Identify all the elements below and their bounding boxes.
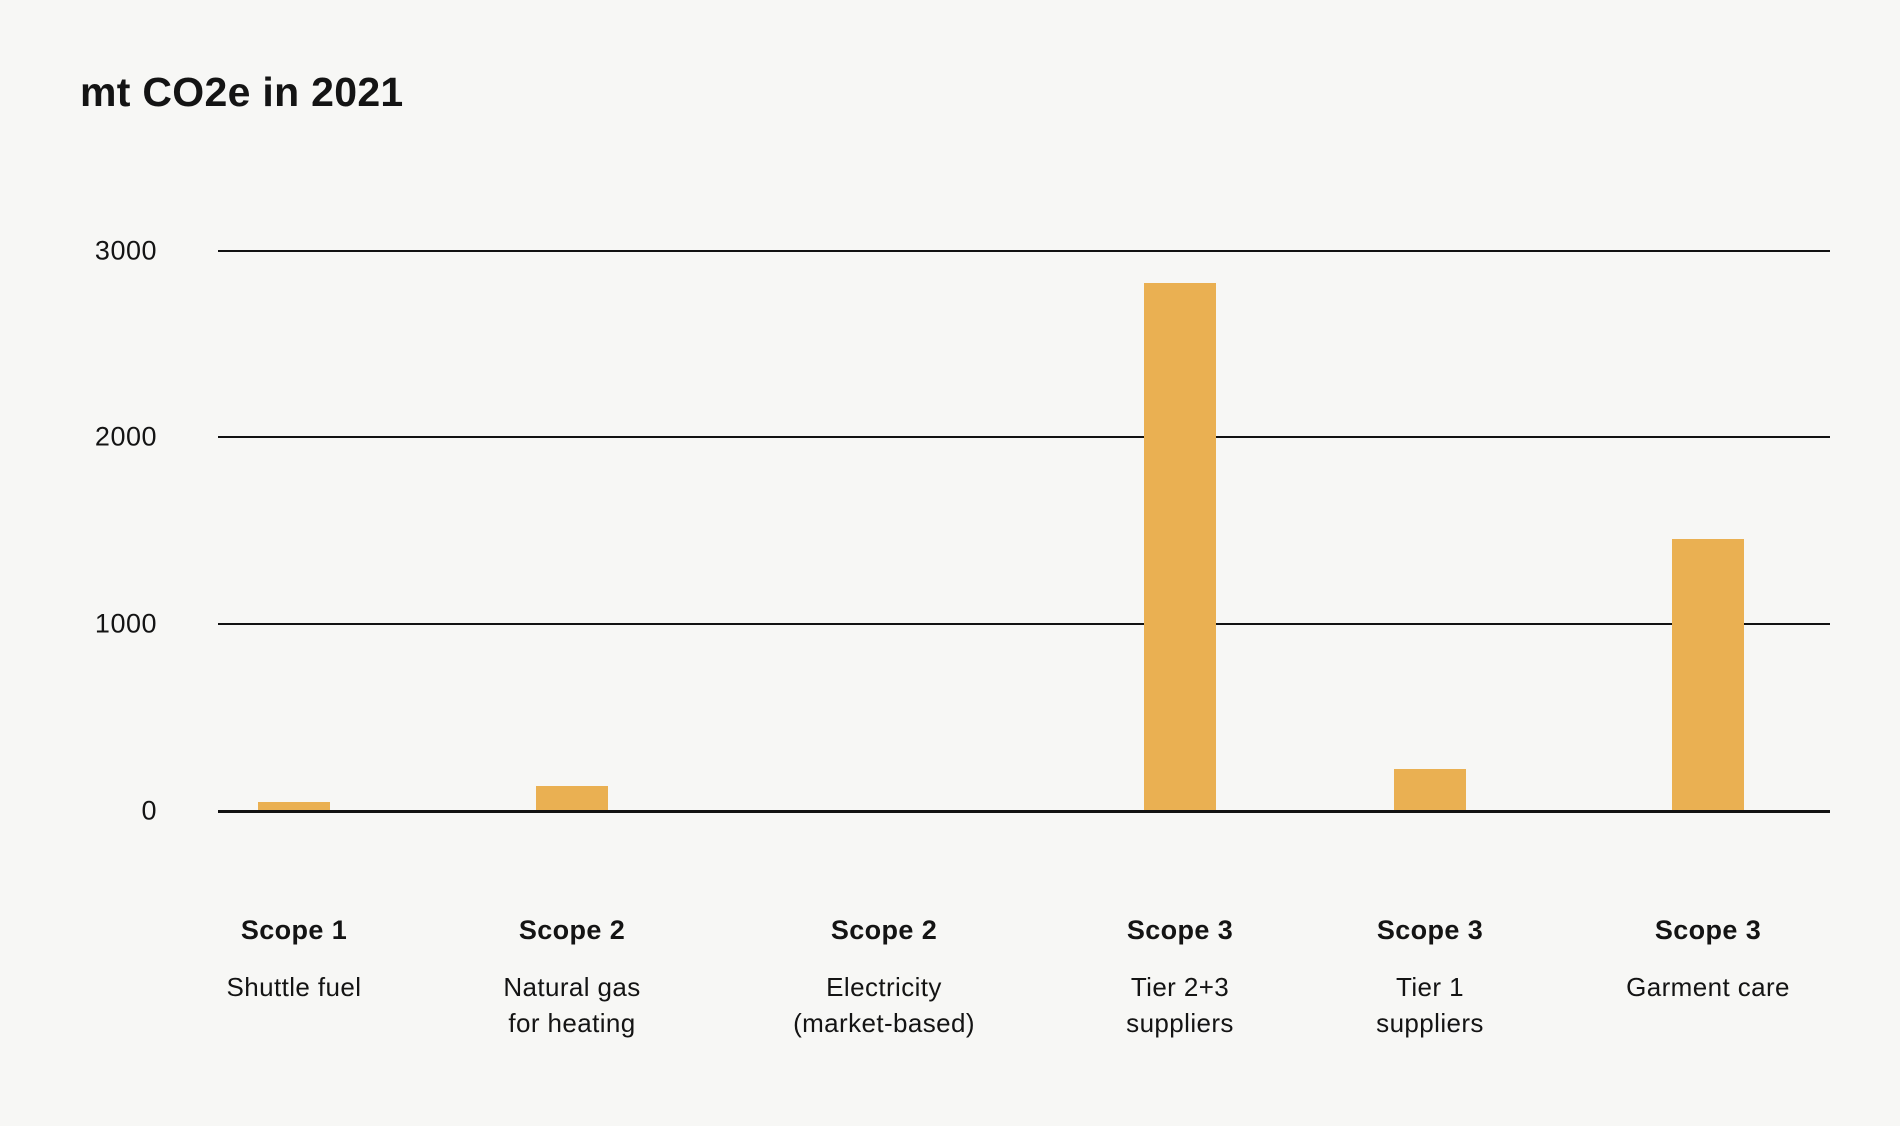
gridline-1000 [218, 623, 1830, 626]
category-sub-label: Natural gas for heating [503, 972, 641, 1038]
bar-shuttle-fuel [258, 802, 330, 810]
bar-natural-gas-for-heating [536, 786, 608, 810]
y-axis-tick-label: 0 [141, 795, 157, 826]
category-scope-label: Scope 3 [1376, 915, 1484, 945]
category-label-1: Scope 1 Shuttle fuel [134, 913, 454, 1005]
category-label-2: Scope 2 Natural gas for heating [412, 913, 732, 1041]
category-sub-label: Electricity (market-based) [793, 972, 975, 1038]
category-label-5: Scope 3 Tier 1 suppliers [1270, 913, 1590, 1041]
gridline-3000 [218, 249, 1830, 252]
bar-tier-1-suppliers [1394, 769, 1466, 810]
chart-title: mt CO2e in 2021 [80, 69, 404, 115]
category-sub-label: Shuttle fuel [226, 972, 362, 1002]
y-axis-tick-label: 1000 [94, 608, 157, 639]
y-axis-tick-label: 3000 [94, 235, 157, 266]
gridline-2000 [218, 436, 1830, 439]
category-sub-label: Tier 1 suppliers [1376, 972, 1484, 1038]
category-scope-label: Scope 3 [1654, 915, 1762, 945]
category-scope-label: Scope 2 [518, 915, 626, 945]
y-axis-tick-label: 2000 [94, 421, 157, 452]
category-label-3: Scope 2 Electricity (market-based) [724, 913, 1044, 1041]
category-label-4: Scope 3 Tier 2+3 suppliers [1020, 913, 1340, 1041]
category-sub-label: Garment care [1626, 972, 1790, 1002]
bar-garment-care [1672, 539, 1744, 810]
category-label-6: Scope 3 Garment care [1548, 913, 1868, 1005]
category-scope-label: Scope 3 [1126, 915, 1234, 945]
category-scope-label: Scope 2 [830, 915, 938, 945]
category-sub-label: Tier 2+3 suppliers [1126, 972, 1234, 1038]
x-axis-baseline [218, 810, 1830, 813]
bar-tier-2-3-suppliers [1144, 283, 1216, 810]
category-scope-label: Scope 1 [240, 915, 348, 945]
